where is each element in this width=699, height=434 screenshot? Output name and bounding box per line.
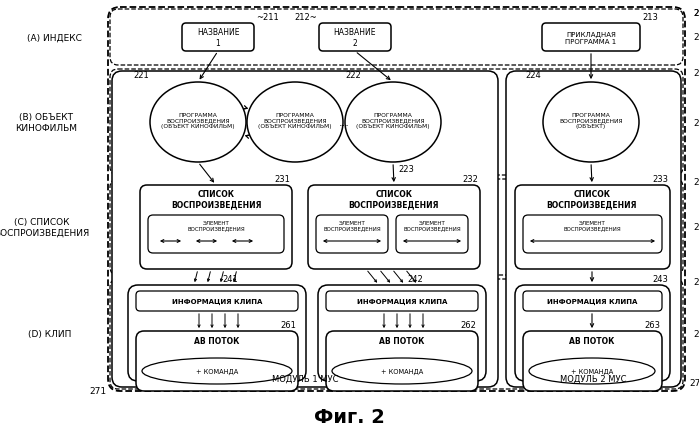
Text: АВ ПОТОК: АВ ПОТОК [569,337,614,346]
Text: 262: 262 [460,320,476,329]
Text: 210: 210 [693,9,699,17]
Text: НАЗВАНИЕ
1: НАЗВАНИЕ 1 [196,28,239,48]
FancyBboxPatch shape [515,285,670,381]
Text: 272: 272 [689,378,699,388]
Text: ЭЛЕМЕНТ
ВОСПРОИЗВЕДЕНИЯ: ЭЛЕМЕНТ ВОСПРОИЗВЕДЕНИЯ [323,220,381,231]
Text: АВ ПОТОК: АВ ПОТОК [380,337,425,346]
Text: ~211: ~211 [256,13,279,22]
Ellipse shape [142,358,292,384]
Text: АВ ПОТОК: АВ ПОТОК [194,337,240,346]
FancyBboxPatch shape [128,285,306,381]
Text: 242: 242 [407,274,423,283]
Text: (D) КЛИП: (D) КЛИП [29,330,72,339]
FancyBboxPatch shape [136,331,298,391]
Text: (C) СПИСОК
ВОСПРОИЗВЕДЕНИЯ: (C) СПИСОК ВОСПРОИЗВЕДЕНИЯ [0,218,89,237]
Text: + КОМАНДА: + КОМАНДА [196,368,238,374]
Text: СПИСОК
ВОСПРОИЗВЕДЕНИЯ: СПИСОК ВОСПРОИЗВЕДЕНИЯ [547,190,637,209]
FancyBboxPatch shape [140,186,292,270]
FancyBboxPatch shape [316,216,388,253]
FancyBboxPatch shape [396,216,468,253]
Text: 231: 231 [274,174,290,184]
FancyBboxPatch shape [542,24,640,52]
Text: 223: 223 [398,165,414,174]
Text: 261: 261 [280,320,296,329]
Text: ИНФОРМАЦИЯ КЛИПА: ИНФОРМАЦИЯ КЛИПА [356,298,447,304]
Text: ИНФОРМАЦИЯ КЛИПА: ИНФОРМАЦИЯ КЛИПА [547,298,637,304]
Text: 243: 243 [652,274,668,283]
Text: 212~: 212~ [294,13,317,22]
FancyBboxPatch shape [318,285,486,381]
Text: ...: ... [338,118,350,128]
Text: 240: 240 [693,330,699,339]
Ellipse shape [345,83,441,163]
Text: СПИСОК
ВОСПРОИЗВЕДЕНИЯ: СПИСОК ВОСПРОИЗВЕДЕНИЯ [349,190,439,209]
Text: ПРОГРАММА
ВОСПРОИЗВЕДЕНИЯ
(ОБЪЕКТ): ПРОГРАММА ВОСПРОИЗВЕДЕНИЯ (ОБЪЕКТ) [559,112,623,129]
Ellipse shape [332,358,472,384]
Text: 221: 221 [134,71,149,80]
Text: ИНФОРМАЦИЯ КЛИПА: ИНФОРМАЦИЯ КЛИПА [172,298,262,304]
Text: ПРОГРАММА
ВОСПРОИЗВЕДЕНИЯ
(ОБЪЕКТ КИНОФИЛЬМ): ПРОГРАММА ВОСПРОИЗВЕДЕНИЯ (ОБЪЕКТ КИНОФИ… [161,112,235,129]
Text: 222: 222 [345,71,361,80]
Text: + КОМАНДА: + КОМАНДА [571,368,613,374]
Text: 230: 230 [693,223,699,232]
Text: 230: 230 [693,178,699,187]
Ellipse shape [529,358,655,384]
Text: 241: 241 [222,274,238,283]
Text: 263: 263 [644,320,660,329]
FancyBboxPatch shape [326,331,478,391]
FancyBboxPatch shape [308,186,480,270]
Text: ПРОГРАММА
ВОСПРОИЗВЕДЕНИЯ
(ОБЪЕКТ КИНОФИЛЬМ): ПРОГРАММА ВОСПРОИЗВЕДЕНИЯ (ОБЪЕКТ КИНОФИ… [356,112,430,129]
Text: 230: 230 [693,118,699,127]
Text: 213: 213 [642,13,658,22]
Text: ЭЛЕМЕНТ
ВОСПРОИЗВЕДЕНИЯ: ЭЛЕМЕНТ ВОСПРОИЗВЕДЕНИЯ [403,220,461,231]
FancyBboxPatch shape [148,216,284,253]
FancyBboxPatch shape [506,72,681,387]
Text: МОДУЛЬ 1 МУС: МОДУЛЬ 1 МУС [272,374,338,383]
FancyBboxPatch shape [108,8,685,391]
Text: НАЗВАНИЕ
2: НАЗВАНИЕ 2 [333,28,376,48]
Text: 210: 210 [693,10,699,19]
FancyBboxPatch shape [326,291,478,311]
FancyBboxPatch shape [136,291,298,311]
Text: (B) ОБЪЕКТ
КИНОФИЛЬМ: (B) ОБЪЕКТ КИНОФИЛЬМ [15,113,77,132]
Text: 232: 232 [462,174,478,184]
Ellipse shape [247,83,343,163]
Text: СПИСОК
ВОСПРОИЗВЕДЕНИЯ: СПИСОК ВОСПРОИЗВЕДЕНИЯ [171,190,261,209]
Ellipse shape [150,83,246,163]
FancyBboxPatch shape [523,291,662,311]
Ellipse shape [543,83,639,163]
Text: 240: 240 [693,278,699,287]
FancyBboxPatch shape [112,72,498,387]
Text: 233: 233 [652,174,668,184]
FancyBboxPatch shape [523,216,662,253]
Text: ПРОГРАММА
ВОСПРОИЗВЕДЕНИЯ
(ОБЪЕКТ КИНОФИЛЬМ): ПРОГРАММА ВОСПРОИЗВЕДЕНИЯ (ОБЪЕКТ КИНОФИ… [258,112,332,129]
Text: 220: 220 [693,33,699,43]
Text: 220: 220 [693,68,699,77]
Text: ПРИКЛАДНАЯ
ПРОГРАММА 1: ПРИКЛАДНАЯ ПРОГРАММА 1 [565,31,617,44]
Text: 224: 224 [525,71,541,80]
FancyBboxPatch shape [182,24,254,52]
Text: ЭЛЕМЕНТ
ВОСПРОИЗВЕДЕНИЯ: ЭЛЕМЕНТ ВОСПРОИЗВЕДЕНИЯ [187,220,245,231]
Text: 271: 271 [89,387,106,395]
Text: (A) ИНДЕКС: (A) ИНДЕКС [27,33,82,43]
FancyBboxPatch shape [515,186,670,270]
Text: МОДУЛЬ 2 МУС: МОДУЛЬ 2 МУС [560,374,626,383]
Text: ЭЛЕМЕНТ
ВОСПРОИЗВЕДЕНИЯ: ЭЛЕМЕНТ ВОСПРОИЗВЕДЕНИЯ [563,220,621,231]
Text: Фиг. 2: Фиг. 2 [314,408,384,427]
Text: + КОМАНДА: + КОМАНДА [381,368,423,374]
FancyBboxPatch shape [523,331,662,391]
FancyBboxPatch shape [319,24,391,52]
